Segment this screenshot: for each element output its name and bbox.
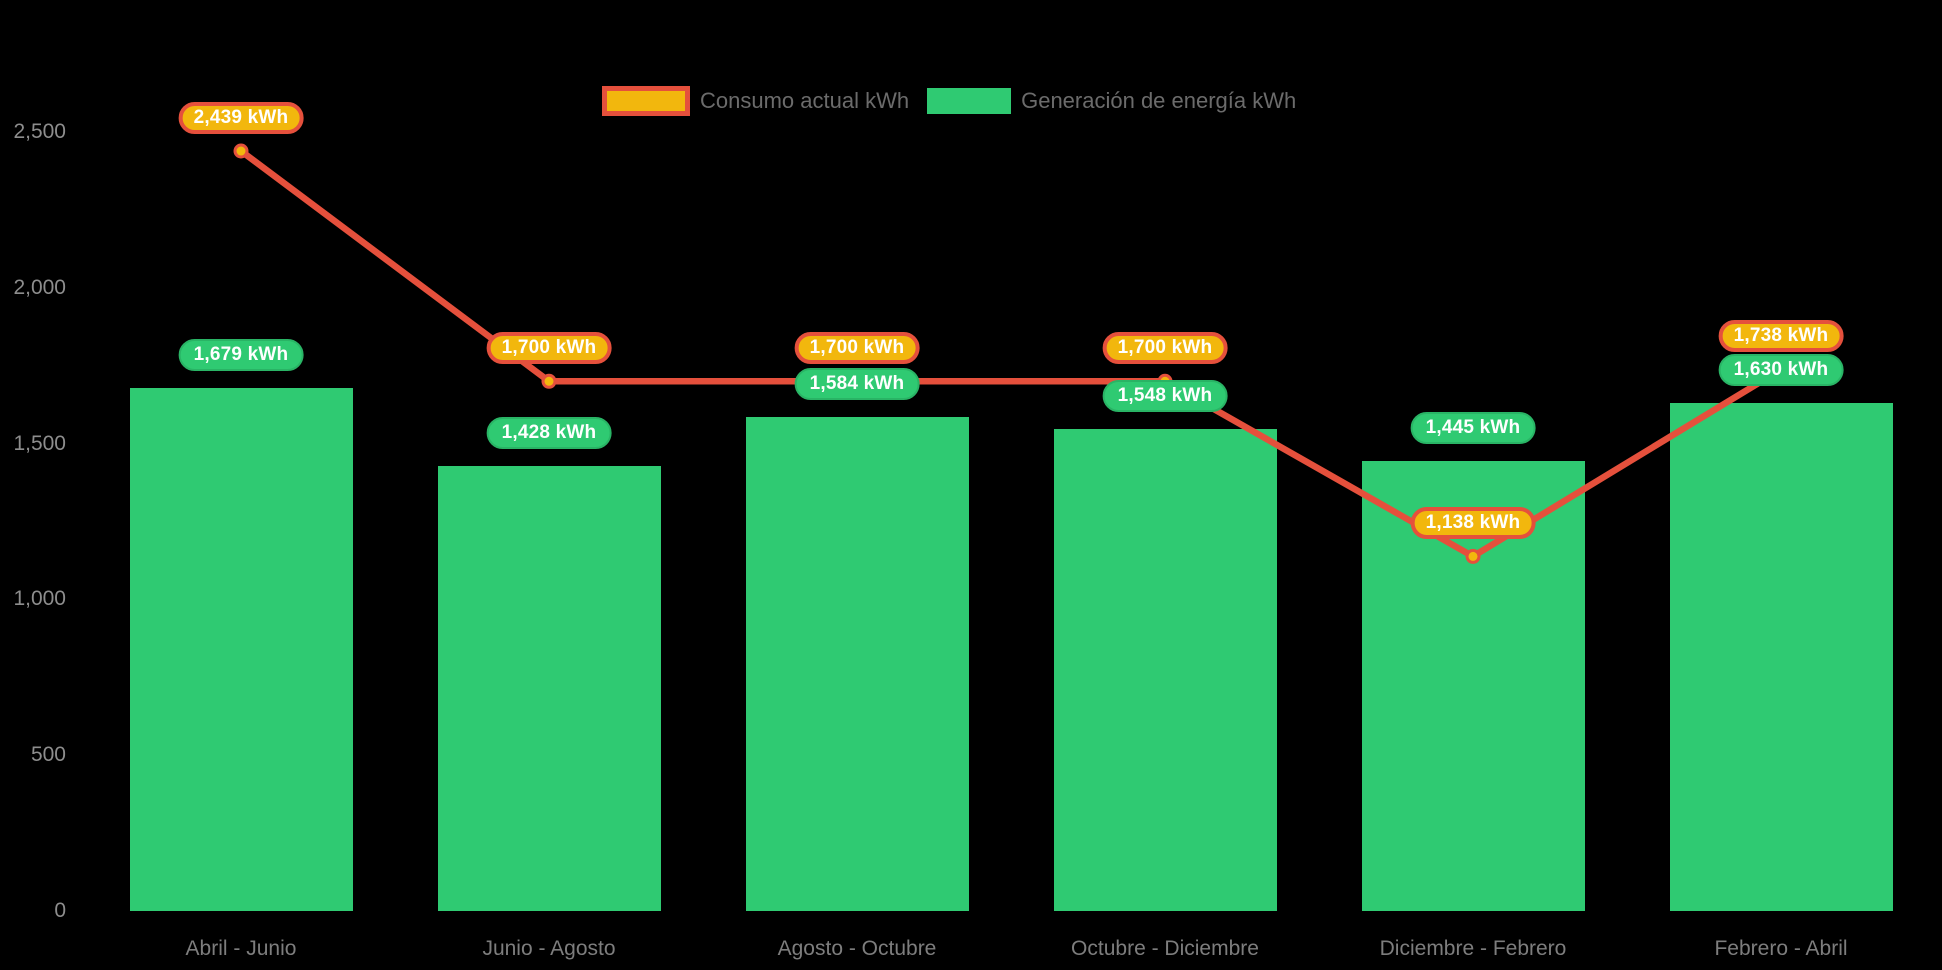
legend-label-generacion: Generación de energía kWh xyxy=(1021,88,1297,113)
legend-item-consumo[interactable]: Consumo actual kWh xyxy=(602,86,909,116)
consumo-point-marker-0[interactable] xyxy=(233,143,249,159)
consumo-value-label-4: 1,138 kWh xyxy=(1410,507,1536,540)
generacion-value-label-0: 1,679 kWh xyxy=(178,338,304,371)
consumo-value-label-5: 1,738 kWh xyxy=(1718,320,1844,353)
generacion-value-label-2: 1,584 kWh xyxy=(794,368,920,401)
generacion-bar-3[interactable] xyxy=(1053,428,1277,911)
generacion-swatch-icon xyxy=(927,88,1012,114)
y-axis-tick-label: 2,000 xyxy=(13,275,66,299)
consumo-line xyxy=(237,147,1785,560)
legend-item-generacion[interactable]: Generación de energía kWh xyxy=(927,88,1296,114)
y-axis-tick-label: 2,500 xyxy=(13,120,66,143)
generacion-value-label-5: 1,630 kWh xyxy=(1718,354,1844,387)
x-axis-category-label: Abril - Junio xyxy=(185,937,297,960)
x-axis-category-label: Agosto - Octubre xyxy=(777,937,937,960)
generacion-value-label-1: 1,428 kWh xyxy=(486,417,612,450)
generacion-value-label-3: 1,548 kWh xyxy=(1102,379,1228,412)
generacion-bar-0[interactable] xyxy=(129,387,353,911)
y-axis-tick-label: 1,500 xyxy=(13,431,66,455)
x-axis-category-label: Junio - Agosto xyxy=(482,937,616,960)
y-axis-tick-label: 0 xyxy=(54,899,66,922)
consumo-value-label-3: 1,700 kWh xyxy=(1102,332,1228,365)
consumo-value-label-0: 2,439 kWh xyxy=(178,102,304,134)
x-axis-category-label: Febrero - Abril xyxy=(1714,937,1848,960)
x-axis-category-label: Octubre - Diciembre xyxy=(1071,937,1259,960)
x-axis-category-label: Diciembre - Febrero xyxy=(1379,937,1567,960)
generacion-bar-5[interactable] xyxy=(1669,403,1893,911)
consumo-value-label-2: 1,700 kWh xyxy=(794,332,920,365)
y-axis-tick-label: 1,000 xyxy=(13,587,66,611)
y-axis-tick-label: 500 xyxy=(30,743,66,767)
consumo-swatch-icon xyxy=(602,86,690,116)
legend-label-consumo: Consumo actual kWh xyxy=(700,88,910,113)
consumo-point-marker-1[interactable] xyxy=(541,373,557,389)
consumo-point-marker-4[interactable] xyxy=(1465,548,1481,564)
generacion-bar-1[interactable] xyxy=(437,466,661,911)
generacion-value-label-4: 1,445 kWh xyxy=(1410,411,1536,444)
chart-legend: Consumo actual kWh Generación de energía… xyxy=(602,86,1296,116)
generacion-bar-2[interactable] xyxy=(745,417,969,911)
consumo-value-label-1: 1,700 kWh xyxy=(486,332,612,365)
